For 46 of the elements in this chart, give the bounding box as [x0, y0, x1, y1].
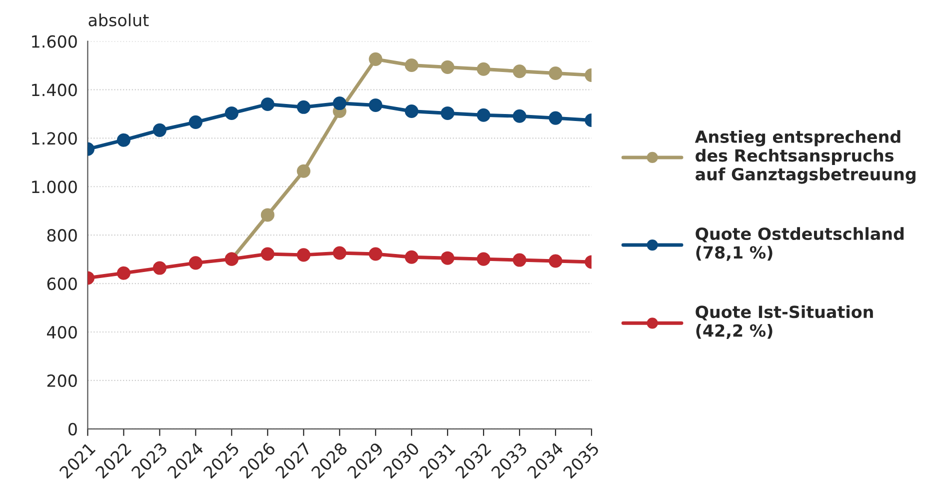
point: [368, 52, 382, 66]
point: [368, 247, 382, 261]
point: [512, 64, 526, 78]
y-tick-label: 600: [47, 278, 77, 290]
point: [296, 100, 310, 114]
y-tick-label: 200: [47, 374, 77, 388]
point: [116, 266, 130, 280]
point: [440, 60, 454, 74]
point: [152, 123, 166, 137]
point: [440, 106, 454, 120]
y-tick-label: 0: [68, 422, 77, 436]
point: [512, 109, 526, 123]
point: [296, 248, 310, 262]
legend-label: Anstieg entsprechend des Rechtsanspruchs auf Ganztagsbetreuung: [694, 130, 916, 184]
point: [332, 96, 346, 110]
point: [332, 246, 346, 260]
point: [404, 58, 418, 72]
point: [152, 261, 166, 275]
point: [116, 133, 130, 147]
point: [260, 208, 274, 222]
point: [260, 247, 274, 261]
point: [368, 98, 382, 112]
point: [404, 250, 418, 264]
y-tick-label: 400: [46, 326, 77, 339]
legend-label: Quote Ist-Situation (42,2 %): [696, 305, 873, 339]
y-tick-label: 1.400: [32, 84, 77, 96]
point: [548, 111, 562, 125]
y-tick-label: 800: [47, 229, 77, 242]
point: [548, 254, 562, 268]
point: [440, 251, 454, 265]
point: [512, 253, 526, 267]
point: [188, 115, 202, 129]
point: [476, 62, 490, 76]
point: [476, 252, 490, 266]
point: [260, 97, 274, 112]
y-tick-label: 1.200: [32, 132, 77, 145]
point: [548, 66, 562, 80]
y-tick-label: 1.600: [32, 35, 77, 48]
point: [476, 108, 490, 122]
y-axis-title: absolut: [88, 13, 149, 26]
point: [404, 104, 418, 118]
y-tick-label: 1.000: [32, 180, 77, 194]
point: [224, 106, 238, 120]
point: [188, 256, 202, 270]
legend-label: Quote Ostdeutschland (78,1 %): [696, 227, 904, 261]
point: [296, 164, 310, 178]
